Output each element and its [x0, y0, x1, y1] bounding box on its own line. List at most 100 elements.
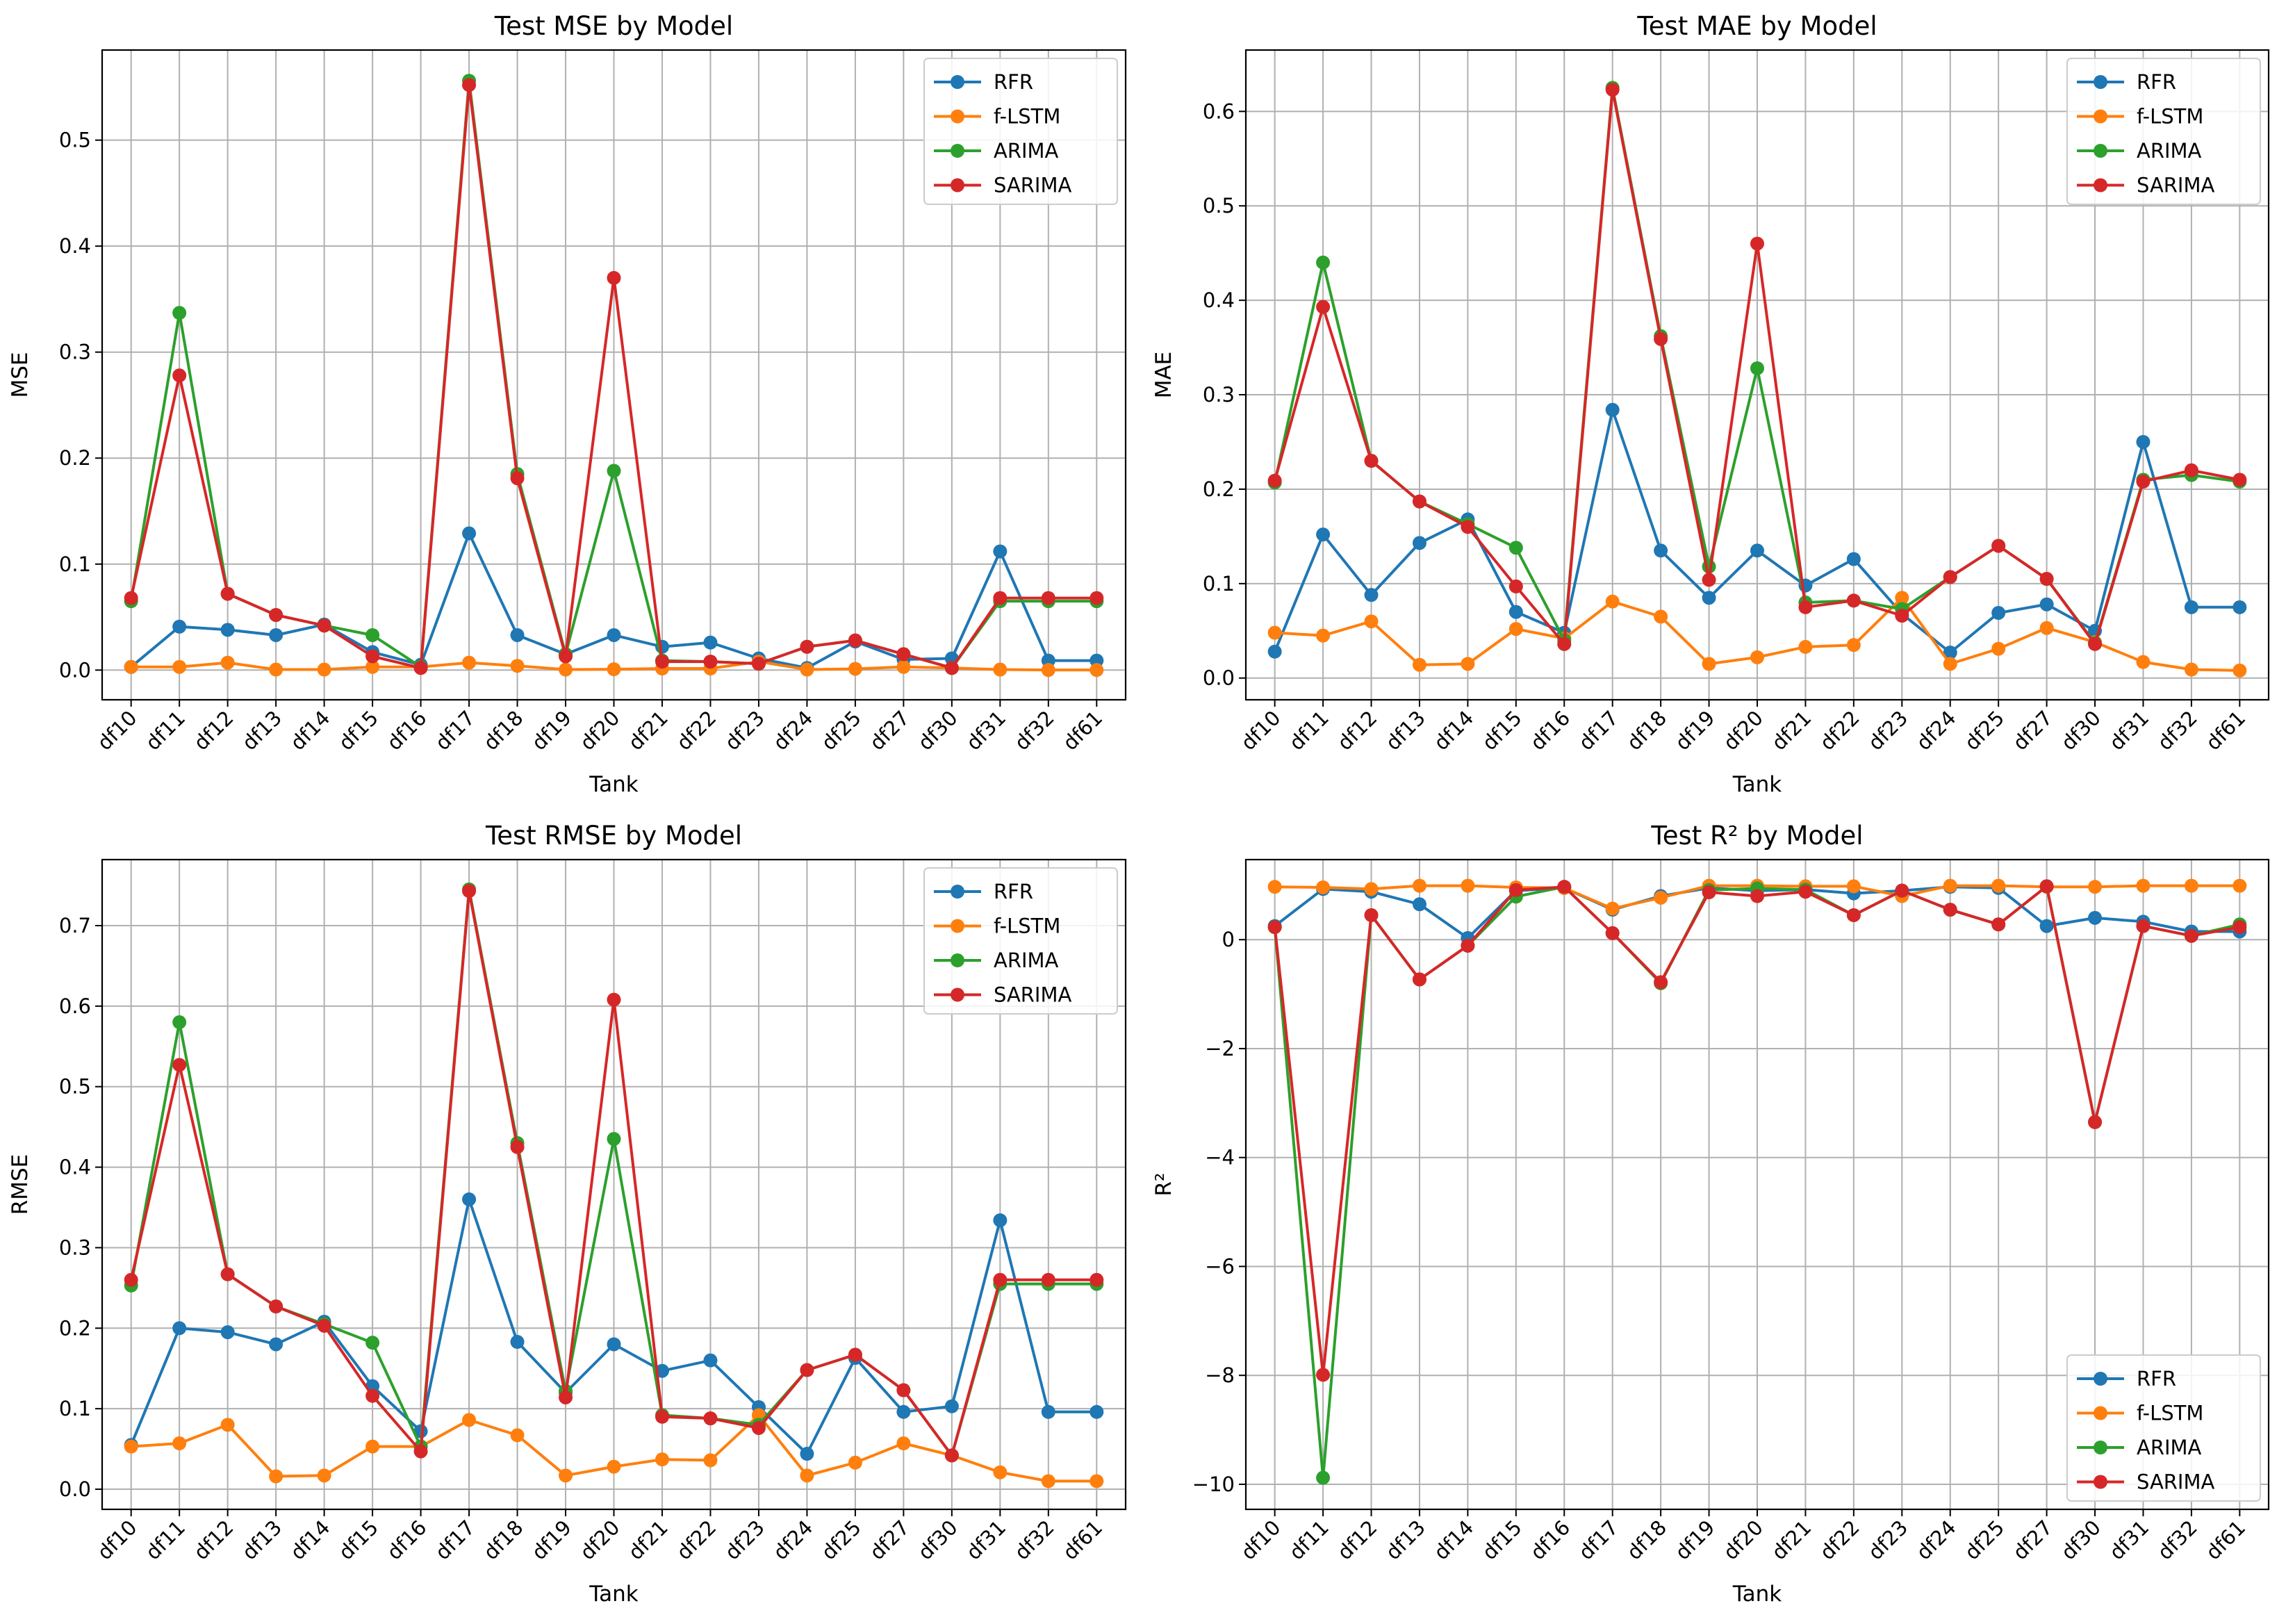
- data-point: [703, 1353, 718, 1368]
- legend: RFR f-LSTM ARIMA SARIMA: [923, 867, 1118, 1015]
- legend-marker: [2094, 1372, 2107, 1386]
- legend-label: RFR: [2137, 1367, 2176, 1391]
- data-point: [2232, 878, 2247, 893]
- legend-label: RFR: [994, 880, 1033, 903]
- data-point: [1267, 644, 1282, 659]
- data-point: [462, 1413, 477, 1427]
- data-point: [1316, 628, 1331, 643]
- x-tick-label: df24: [768, 1516, 817, 1564]
- x-tick-label: df31: [2105, 706, 2153, 755]
- data-point: [1089, 663, 1104, 678]
- x-tick-label: df31: [962, 706, 1010, 755]
- data-point: [703, 635, 718, 650]
- data-point: [607, 1132, 621, 1147]
- data-point: [1943, 903, 1957, 917]
- data-point: [510, 471, 525, 486]
- data-point: [220, 655, 235, 670]
- data-point: [607, 1337, 621, 1352]
- x-tick-label: df15: [1477, 1516, 1526, 1564]
- x-tick-label: df25: [816, 706, 865, 755]
- x-axis-label: Tank: [589, 772, 638, 797]
- y-tick-label: 0.1: [59, 552, 91, 576]
- y-tick-label: 0.0: [1203, 666, 1235, 690]
- data-point: [2136, 878, 2151, 893]
- data-point: [1654, 609, 1668, 624]
- x-tick-label: df31: [2105, 1516, 2153, 1564]
- x-tick-label: df22: [672, 706, 721, 755]
- data-point: [1943, 878, 1957, 893]
- data-point: [2039, 621, 2054, 635]
- data-point: [172, 619, 187, 634]
- data-point: [510, 1428, 525, 1443]
- x-tick-label: df20: [575, 706, 624, 755]
- data-point: [124, 591, 138, 605]
- data-point: [172, 306, 187, 320]
- data-point: [413, 661, 428, 675]
- data-point: [1089, 1404, 1104, 1419]
- data-point: [1364, 614, 1379, 629]
- data-point: [317, 1318, 331, 1333]
- data-point: [172, 1321, 187, 1336]
- data-point: [1798, 885, 1813, 899]
- legend-label: f-LSTM: [2137, 105, 2203, 129]
- y-tick-label: 0.4: [1203, 288, 1235, 312]
- x-tick-label: df20: [1719, 1516, 1768, 1564]
- legend-frame: [2066, 58, 2261, 205]
- data-point: [1412, 494, 1426, 509]
- data-point: [1991, 917, 2006, 932]
- data-point: [993, 1213, 1008, 1228]
- x-tick-label: df16: [1526, 706, 1574, 755]
- data-point: [1750, 236, 1764, 251]
- legend-label: RFR: [994, 70, 1033, 94]
- data-point: [1508, 541, 1523, 555]
- data-point: [896, 1436, 911, 1450]
- data-point: [269, 662, 283, 677]
- data-point: [2088, 1115, 2103, 1129]
- x-tick-label: df30: [913, 706, 962, 755]
- plot-frame: [101, 858, 1127, 1511]
- legend-label: ARIMA: [2137, 139, 2202, 163]
- x-tick-label: df32: [1010, 1516, 1058, 1564]
- data-point: [2184, 600, 2198, 614]
- x-tick-label: df30: [2057, 706, 2105, 755]
- legend-frame: [923, 867, 1118, 1015]
- data-point: [1267, 880, 1282, 894]
- y-tick-label: 0: [1222, 928, 1235, 951]
- y-tick-label: 0.3: [59, 341, 91, 364]
- data-point: [703, 1411, 718, 1426]
- x-tick-label: df61: [1058, 1516, 1107, 1564]
- data-point: [655, 655, 669, 669]
- chart-title: Test R² by Model: [1650, 821, 1863, 851]
- legend-label: RFR: [2137, 70, 2176, 94]
- x-tick-label: df15: [1477, 706, 1526, 755]
- data-point: [172, 1436, 187, 1450]
- x-tick-label: df10: [92, 706, 141, 755]
- y-tick-label: 0.5: [59, 129, 91, 152]
- data-point: [1895, 591, 1909, 605]
- data-point: [944, 1448, 959, 1463]
- data-point: [2039, 597, 2054, 612]
- data-point: [655, 1409, 669, 1424]
- data-point: [1461, 878, 1475, 893]
- x-tick-label: df12: [189, 1516, 238, 1564]
- data-point: [317, 618, 331, 633]
- x-tick-label: df17: [1574, 1516, 1622, 1564]
- legend-label: ARIMA: [2137, 1436, 2202, 1459]
- x-tick-label: df32: [2153, 706, 2201, 755]
- data-point: [365, 1388, 380, 1403]
- y-tick-label: −4: [1205, 1146, 1235, 1170]
- legend-label: f-LSTM: [2137, 1402, 2203, 1425]
- data-point: [510, 628, 525, 642]
- y-tick-label: 0.0: [59, 658, 91, 682]
- legend-marker: [2094, 1441, 2107, 1454]
- data-point: [220, 1267, 235, 1281]
- x-tick-label: df21: [1767, 706, 1816, 755]
- grid-rmse: [102, 860, 1126, 1509]
- data-point: [751, 1408, 766, 1422]
- x-tick-label: df13: [238, 1516, 286, 1564]
- data-point: [1364, 588, 1379, 602]
- legend-label: SARIMA: [994, 983, 1072, 1007]
- y-axis-label: R²: [1151, 1173, 1176, 1197]
- data-point: [2088, 910, 2103, 925]
- data-point: [1943, 570, 1957, 584]
